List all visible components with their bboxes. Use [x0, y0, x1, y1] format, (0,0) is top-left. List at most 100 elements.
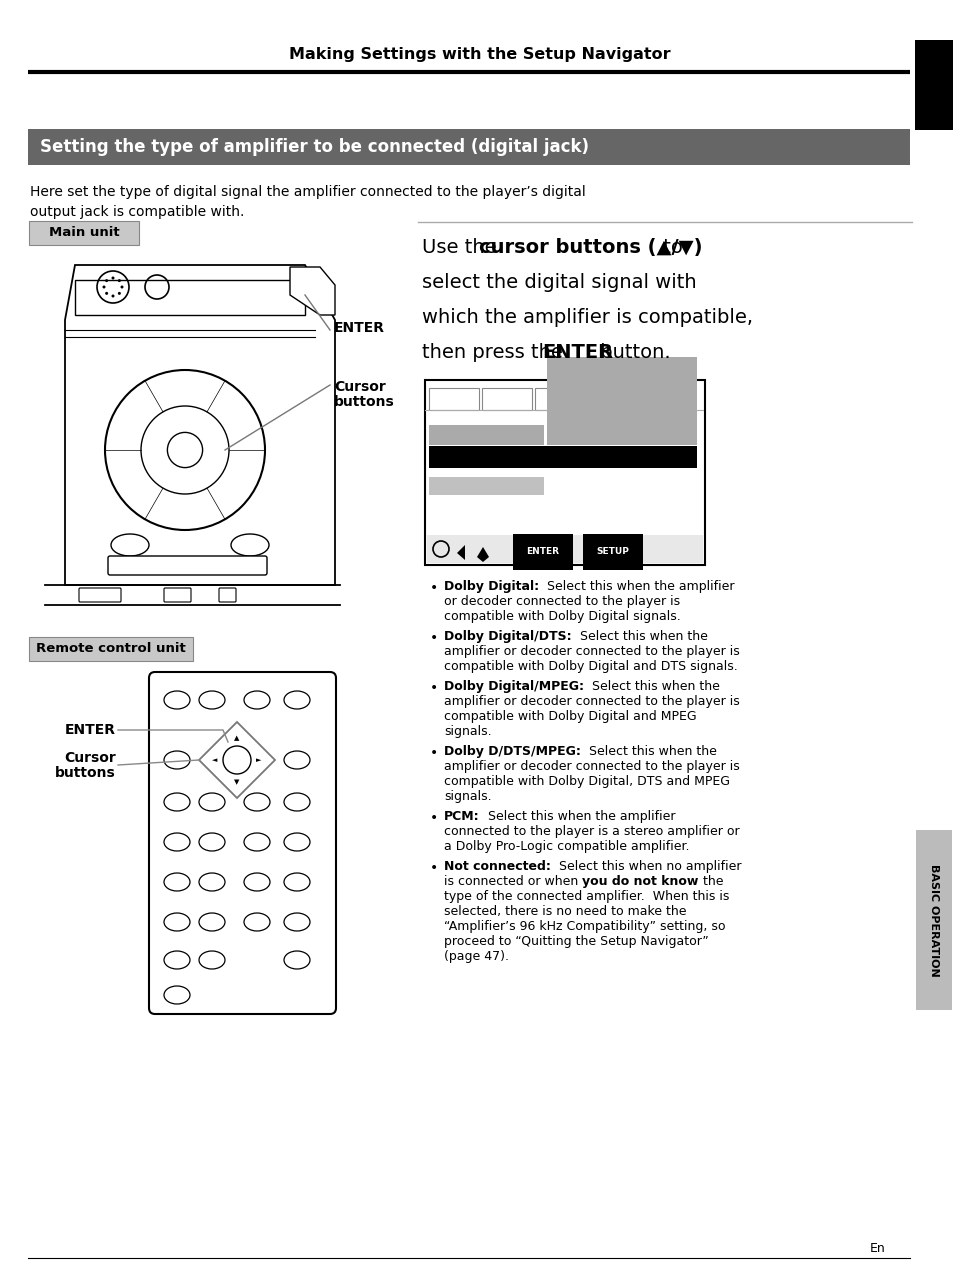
Text: a Dolby Pro-Logic compatible amplifier.: a Dolby Pro-Logic compatible amplifier. — [443, 840, 689, 852]
Text: proceed to “Quitting the Setup Navigator”: proceed to “Quitting the Setup Navigator… — [443, 934, 708, 948]
Text: Select this when the amplifier: Select this when the amplifier — [538, 580, 734, 593]
Circle shape — [102, 285, 106, 288]
Text: Select this when no amplifier: Select this when no amplifier — [550, 860, 740, 873]
Ellipse shape — [164, 913, 190, 931]
Ellipse shape — [244, 691, 270, 709]
Text: cursor buttons (▲/▼): cursor buttons (▲/▼) — [478, 238, 701, 257]
Ellipse shape — [164, 873, 190, 891]
Ellipse shape — [244, 873, 270, 891]
Ellipse shape — [284, 833, 310, 851]
Text: “Amplifier’s 96 kHz Compatibility” setting, so: “Amplifier’s 96 kHz Compatibility” setti… — [443, 920, 724, 933]
Text: compatible with Dolby Digital, DTS and MPEG: compatible with Dolby Digital, DTS and M… — [443, 774, 729, 788]
Text: •: • — [430, 681, 437, 695]
Ellipse shape — [164, 986, 190, 1004]
Bar — [546, 357, 697, 445]
Text: amplifier or decoder connected to the player is: amplifier or decoder connected to the pl… — [443, 645, 739, 658]
Bar — [429, 445, 697, 468]
Bar — [75, 280, 305, 315]
Text: ENTER: ENTER — [65, 723, 116, 737]
Text: BASIC OPERATION: BASIC OPERATION — [928, 864, 938, 977]
Text: signals.: signals. — [443, 724, 491, 739]
Bar — [429, 388, 478, 410]
Circle shape — [105, 279, 108, 282]
Text: Dolby Digital:: Dolby Digital: — [443, 580, 538, 593]
Text: is connected or when: is connected or when — [443, 876, 581, 888]
Ellipse shape — [284, 951, 310, 969]
Text: •: • — [430, 861, 437, 876]
Ellipse shape — [199, 913, 225, 931]
Text: compatible with Dolby Digital and DTS signals.: compatible with Dolby Digital and DTS si… — [443, 660, 737, 673]
Text: compatible with Dolby Digital signals.: compatible with Dolby Digital signals. — [443, 611, 680, 623]
Ellipse shape — [111, 534, 149, 556]
Circle shape — [105, 292, 108, 294]
Text: type of the connected amplifier.  When this is: type of the connected amplifier. When th… — [443, 890, 729, 902]
Text: amplifier or decoder connected to the player is: amplifier or decoder connected to the pl… — [443, 760, 739, 773]
Text: SETUP: SETUP — [596, 548, 629, 557]
Text: compatible with Dolby Digital and MPEG: compatible with Dolby Digital and MPEG — [443, 710, 696, 723]
Ellipse shape — [244, 833, 270, 851]
Ellipse shape — [199, 951, 225, 969]
Circle shape — [112, 294, 114, 297]
FancyBboxPatch shape — [219, 588, 235, 602]
Ellipse shape — [231, 534, 269, 556]
Text: selected, there is no need to make the: selected, there is no need to make the — [443, 905, 686, 918]
Ellipse shape — [199, 794, 225, 812]
Polygon shape — [65, 265, 335, 585]
Text: Dolby Digital/MPEG:: Dolby Digital/MPEG: — [443, 680, 583, 692]
Circle shape — [223, 746, 251, 774]
Circle shape — [141, 406, 229, 494]
Ellipse shape — [164, 833, 190, 851]
Ellipse shape — [199, 873, 225, 891]
Ellipse shape — [284, 751, 310, 769]
Text: •: • — [430, 581, 437, 595]
Text: buttons: buttons — [334, 396, 395, 410]
Text: PCM:: PCM: — [443, 810, 479, 823]
Text: •: • — [430, 812, 437, 826]
Bar — [914, 40, 952, 131]
Text: Dolby D/DTS/MPEG:: Dolby D/DTS/MPEG: — [443, 745, 580, 758]
Text: English: English — [928, 63, 938, 108]
Circle shape — [120, 285, 123, 288]
Ellipse shape — [284, 913, 310, 931]
Ellipse shape — [199, 833, 225, 851]
Text: •: • — [430, 746, 437, 760]
Text: amplifier or decoder connected to the player is: amplifier or decoder connected to the pl… — [443, 695, 739, 708]
Text: Dolby Digital/DTS:: Dolby Digital/DTS: — [443, 630, 571, 643]
Polygon shape — [290, 268, 335, 315]
Text: Here set the type of digital signal the amplifier connected to the player’s digi: Here set the type of digital signal the … — [30, 186, 585, 219]
Circle shape — [105, 370, 265, 530]
Text: ENTER: ENTER — [541, 343, 613, 362]
Bar — [481, 388, 532, 410]
Text: Select this when the: Select this when the — [571, 630, 707, 643]
Bar — [644, 388, 675, 410]
Polygon shape — [476, 547, 489, 562]
Bar — [429, 425, 543, 445]
Ellipse shape — [199, 691, 225, 709]
Text: ENTER: ENTER — [526, 548, 558, 557]
Bar — [429, 477, 543, 495]
Text: connected to the player is a stereo amplifier or: connected to the player is a stereo ampl… — [443, 826, 739, 838]
Text: Use the: Use the — [421, 238, 502, 257]
FancyBboxPatch shape — [108, 556, 267, 575]
Text: ►: ► — [256, 756, 261, 763]
Ellipse shape — [164, 691, 190, 709]
Text: ▲: ▲ — [234, 735, 239, 741]
Polygon shape — [199, 722, 274, 797]
Circle shape — [118, 292, 121, 294]
Text: Making Settings with the Setup Navigator: Making Settings with the Setup Navigator — [289, 47, 670, 63]
Text: or decoder connected to the player is: or decoder connected to the player is — [443, 595, 679, 608]
Text: buttons: buttons — [55, 765, 116, 780]
Bar — [427, 535, 702, 563]
Text: Cursor: Cursor — [334, 380, 385, 394]
Ellipse shape — [244, 913, 270, 931]
Text: ENTER: ENTER — [334, 321, 385, 335]
Text: Main unit: Main unit — [49, 227, 119, 239]
Ellipse shape — [284, 873, 310, 891]
Text: which the amplifier is compatible,: which the amplifier is compatible, — [421, 308, 752, 326]
FancyBboxPatch shape — [29, 637, 193, 660]
Ellipse shape — [284, 794, 310, 812]
Text: Select this when the amplifier: Select this when the amplifier — [479, 810, 675, 823]
Ellipse shape — [164, 794, 190, 812]
FancyBboxPatch shape — [164, 588, 191, 602]
Bar — [535, 388, 584, 410]
